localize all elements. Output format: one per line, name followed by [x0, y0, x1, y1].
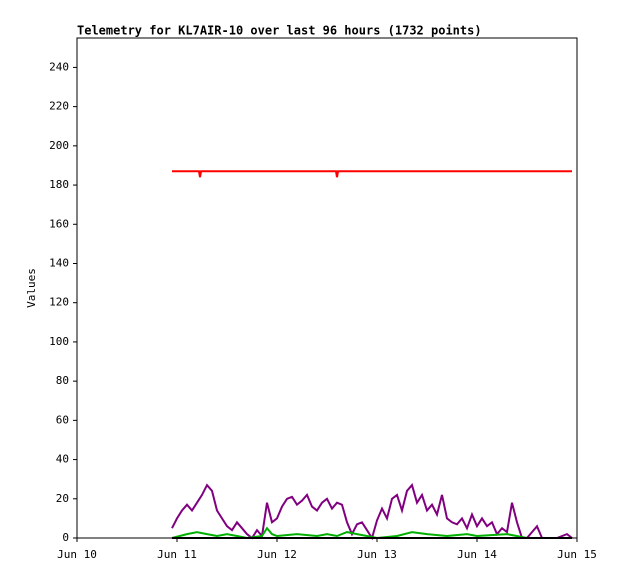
y-tick-label: 0 — [62, 531, 69, 544]
y-tick-label: 40 — [56, 453, 69, 466]
y-tick-label: 100 — [49, 335, 69, 348]
chart-title: Telemetry for KL7AIR-10 over last 96 hou… — [77, 24, 482, 38]
y-tick-label: 160 — [49, 217, 69, 230]
x-tick-label: Jun 13 — [357, 548, 397, 561]
y-tick-label: 220 — [49, 100, 69, 113]
plot-frame — [76, 37, 578, 539]
y-tick-label: 60 — [56, 413, 69, 426]
y-axis-label: Values — [25, 268, 38, 308]
y-tick-label: 140 — [49, 256, 69, 269]
y-tick-label: 120 — [49, 296, 69, 309]
y-tick-label: 200 — [49, 139, 69, 152]
x-tick-label: Jun 10 — [57, 548, 97, 561]
series-line — [172, 170, 572, 178]
x-tick-label: Jun 12 — [257, 548, 297, 561]
y-tick-label: 20 — [56, 492, 69, 505]
series-line — [171, 526, 572, 540]
y-tick-label: 180 — [49, 178, 69, 191]
x-tick-label: Jun 14 — [457, 548, 497, 561]
x-tick-label: Jun 15 — [557, 548, 597, 561]
series-line — [171, 483, 573, 541]
y-tick-label: 240 — [49, 60, 69, 73]
y-tick-label: 80 — [56, 374, 69, 387]
x-tick-label: Jun 11 — [157, 548, 197, 561]
